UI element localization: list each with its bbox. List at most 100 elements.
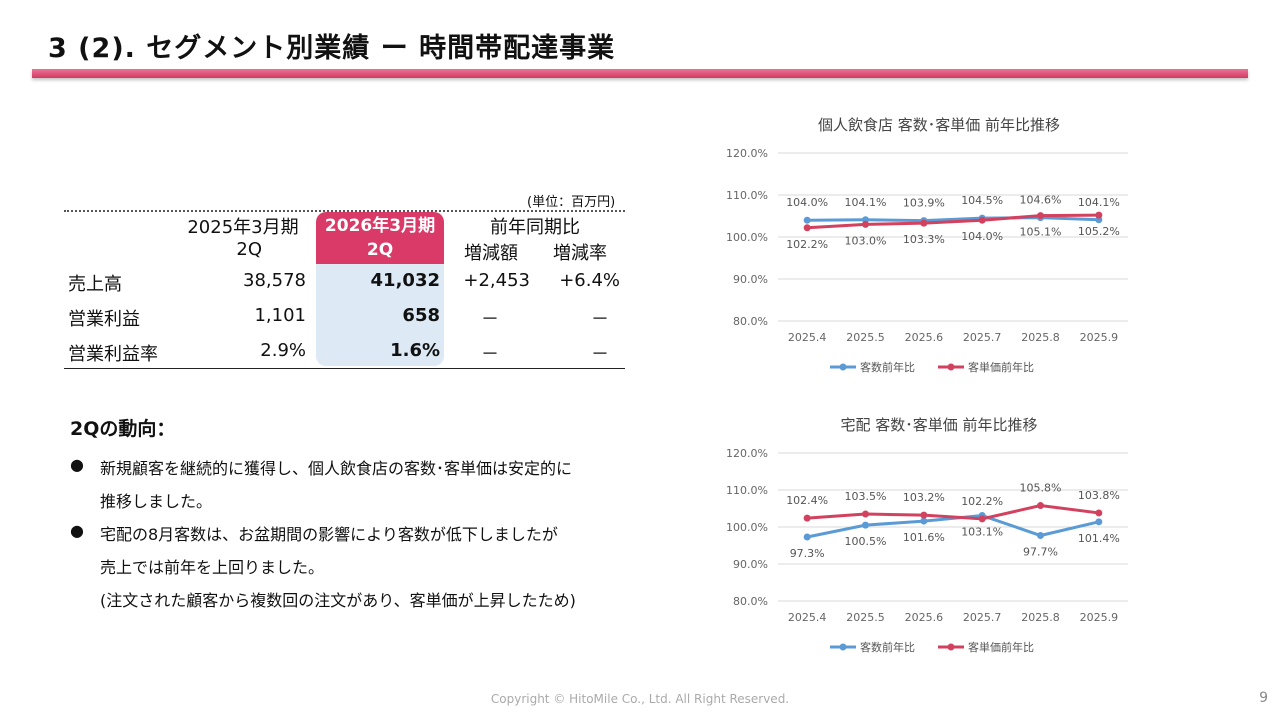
row-rate: +6.4% bbox=[559, 270, 620, 291]
data-label: 102.4% bbox=[786, 494, 828, 507]
y-tick-label: 100.0% bbox=[726, 231, 768, 244]
legend-marker bbox=[839, 363, 847, 371]
x-tick-label: 2025.8 bbox=[1021, 331, 1060, 344]
row-label: 売上高 bbox=[68, 274, 122, 295]
page-title: 3 (2). セグメント別業績 ー 時間帯配達事業 bbox=[48, 33, 616, 64]
data-label: 104.1% bbox=[845, 196, 887, 209]
data-label: 101.4% bbox=[1078, 532, 1120, 545]
data-label: 103.3% bbox=[903, 233, 945, 246]
legend-marker bbox=[947, 363, 955, 371]
x-tick-label: 2025.6 bbox=[905, 611, 944, 624]
copyright: Copyright © HitoMile Co., Ltd. All Right… bbox=[490, 692, 790, 706]
data-point bbox=[862, 510, 869, 518]
data-label: 104.0% bbox=[961, 230, 1003, 243]
x-tick-label: 2025.4 bbox=[788, 331, 827, 344]
title-underline bbox=[32, 69, 1248, 78]
chart-title: 宅配 客数･客単価 前年比推移 bbox=[840, 416, 1037, 434]
data-label: 105.8% bbox=[1020, 482, 1062, 495]
y-tick-label: 120.0% bbox=[726, 447, 768, 460]
data-label: 104.1% bbox=[1078, 196, 1120, 209]
y-tick-label: 90.0% bbox=[733, 273, 768, 286]
highlight-column-bg bbox=[316, 262, 444, 366]
data-label: 103.0% bbox=[845, 234, 887, 247]
x-tick-label: 2025.7 bbox=[963, 331, 1002, 344]
chart-title: 個人飲食店 客数･客単価 前年比推移 bbox=[818, 116, 1060, 134]
data-point bbox=[920, 511, 928, 519]
col2-quarter: 2Q bbox=[366, 240, 394, 260]
data-label: 102.2% bbox=[786, 238, 828, 251]
data-point bbox=[803, 514, 811, 522]
col1-quarter: 2Q bbox=[236, 239, 262, 260]
legend-label: 客単価前年比 bbox=[968, 360, 1034, 374]
row-prev: 38,578 bbox=[243, 270, 306, 291]
table-top-border bbox=[64, 210, 625, 212]
data-label: 103.2% bbox=[903, 491, 945, 504]
x-tick-label: 2025.8 bbox=[1021, 611, 1060, 624]
row-prev: 1,101 bbox=[254, 305, 306, 326]
bullet-text: 新規顧客を継続的に獲得し、個人飲食店の客数･客単価は安定的に bbox=[100, 459, 573, 478]
restaurant-trend-chart: 個人飲食店 客数･客単価 前年比推移 120.0% 110.0% 100.0% 90.0… bbox=[726, 116, 1128, 374]
data-label: 102.2% bbox=[961, 495, 1003, 508]
data-point bbox=[978, 216, 986, 224]
page-number: 9 bbox=[1259, 690, 1268, 706]
row-curr: 41,032 bbox=[370, 270, 440, 291]
trend-heading: 2Qの動向： bbox=[70, 418, 176, 440]
col1-year: 2025年3月期 bbox=[187, 217, 299, 238]
data-label: 104.6% bbox=[1020, 194, 1062, 207]
data-point bbox=[920, 219, 928, 227]
x-tick-label: 2025.7 bbox=[963, 611, 1002, 624]
series-line bbox=[806, 514, 1100, 539]
data-point bbox=[862, 220, 869, 228]
y-tick-label: 110.0% bbox=[726, 189, 768, 202]
x-tick-label: 2025.5 bbox=[846, 331, 885, 344]
y-tick-label: 120.0% bbox=[726, 147, 768, 160]
data-label: 97.3% bbox=[790, 547, 825, 560]
row-curr: 658 bbox=[402, 305, 440, 326]
data-point bbox=[1037, 502, 1044, 510]
y-tick-label: 80.0% bbox=[733, 315, 768, 328]
delivery-trend-chart: 宅配 客数･客単価 前年比推移 120.0% 110.0% 100.0% 90.0% 80… bbox=[726, 416, 1128, 654]
bullet-text: 宅配の8月客数は、お盆期間の影響により客数が低下しましたが bbox=[100, 525, 558, 544]
data-point bbox=[1095, 518, 1103, 526]
col2-year: 2026年3月期 bbox=[324, 216, 436, 236]
legend-marker bbox=[839, 643, 847, 651]
row-diff: － bbox=[481, 344, 499, 365]
data-point bbox=[1037, 212, 1044, 220]
series-line bbox=[807, 216, 1099, 223]
data-label: 100.5% bbox=[845, 535, 887, 548]
data-label: 103.5% bbox=[845, 490, 887, 503]
row-prev: 2.9% bbox=[260, 340, 306, 361]
x-tick-label: 2025.6 bbox=[905, 331, 944, 344]
data-point bbox=[978, 515, 986, 523]
rate-header: 増減率 bbox=[553, 243, 607, 264]
table-bottom-border bbox=[64, 368, 625, 369]
diff-header: 増減額 bbox=[464, 243, 518, 264]
data-label: 105.1% bbox=[1020, 226, 1062, 239]
y-tick-label: 110.0% bbox=[726, 484, 768, 497]
row-rate: － bbox=[591, 309, 609, 330]
data-label: 105.2% bbox=[1078, 225, 1120, 238]
data-point bbox=[1095, 211, 1103, 219]
bullet-text: 売上では前年を上回りました。 bbox=[100, 558, 325, 577]
series-line bbox=[807, 504, 1100, 521]
data-point bbox=[1037, 532, 1044, 540]
legend-label: 客単価前年比 bbox=[968, 640, 1034, 654]
x-tick-label: 2025.9 bbox=[1080, 331, 1119, 344]
highlight-column-header: 2026年3月期 2Q bbox=[316, 212, 444, 264]
row-diff: +2,453 bbox=[463, 270, 530, 291]
data-point bbox=[1095, 509, 1103, 517]
legend-label: 客数前年比 bbox=[860, 640, 915, 654]
legend-marker bbox=[947, 643, 955, 651]
x-tick-label: 2025.9 bbox=[1080, 611, 1119, 624]
data-label: 101.6% bbox=[903, 531, 945, 544]
bullet-text: 推移しました。 bbox=[100, 492, 213, 511]
x-tick-label: 2025.4 bbox=[788, 611, 827, 624]
row-rate: － bbox=[591, 344, 609, 365]
yoy-header: 前年同期比 bbox=[490, 217, 580, 238]
data-label: 104.5% bbox=[961, 194, 1003, 207]
y-tick-label: 90.0% bbox=[733, 558, 768, 571]
data-point bbox=[862, 521, 869, 529]
y-tick-label: 100.0% bbox=[726, 521, 768, 534]
row-label: 営業利益率 bbox=[68, 344, 158, 365]
row-curr: 1.6% bbox=[390, 340, 440, 361]
